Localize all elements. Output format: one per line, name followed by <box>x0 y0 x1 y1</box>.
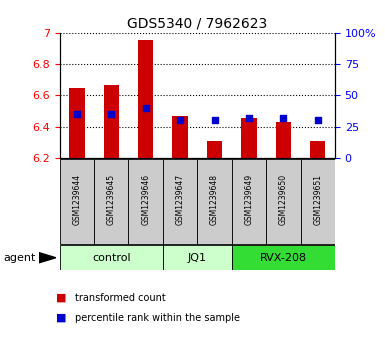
Bar <box>104 85 119 158</box>
Point <box>315 118 321 123</box>
Bar <box>197 159 232 244</box>
Text: GSM1239647: GSM1239647 <box>176 174 185 225</box>
Point <box>246 115 252 121</box>
Text: agent: agent <box>4 253 36 263</box>
Text: control: control <box>92 253 131 263</box>
Bar <box>60 245 163 270</box>
Text: JQ1: JQ1 <box>188 253 207 263</box>
Point <box>74 111 80 117</box>
Bar <box>241 118 257 158</box>
Bar <box>310 141 325 158</box>
Bar <box>163 159 197 244</box>
Text: transformed count: transformed count <box>75 293 166 303</box>
Bar <box>276 122 291 158</box>
Bar <box>163 245 232 270</box>
Point <box>142 105 149 111</box>
Point <box>211 118 218 123</box>
Point <box>280 115 286 121</box>
Bar <box>266 159 301 244</box>
Text: GSM1239649: GSM1239649 <box>244 174 253 225</box>
Text: ■: ■ <box>56 313 66 323</box>
Text: GDS5340 / 7962623: GDS5340 / 7962623 <box>127 17 268 31</box>
Bar <box>232 245 335 270</box>
Text: GSM1239651: GSM1239651 <box>313 174 322 225</box>
Bar <box>301 159 335 244</box>
Bar <box>232 159 266 244</box>
Point <box>177 118 183 123</box>
Bar <box>172 117 188 158</box>
Text: percentile rank within the sample: percentile rank within the sample <box>75 313 240 323</box>
Text: GSM1239645: GSM1239645 <box>107 174 116 225</box>
Text: RVX-208: RVX-208 <box>260 253 307 263</box>
Point <box>108 111 114 117</box>
Text: ■: ■ <box>56 293 66 303</box>
Text: GSM1239650: GSM1239650 <box>279 174 288 225</box>
Bar <box>207 141 222 158</box>
Bar <box>129 159 163 244</box>
Bar <box>94 159 129 244</box>
Text: GSM1239644: GSM1239644 <box>72 174 81 225</box>
Bar <box>60 159 94 244</box>
Bar <box>69 88 85 158</box>
Text: GSM1239648: GSM1239648 <box>210 174 219 225</box>
Polygon shape <box>38 253 56 263</box>
Bar <box>138 41 154 158</box>
Text: GSM1239646: GSM1239646 <box>141 174 150 225</box>
